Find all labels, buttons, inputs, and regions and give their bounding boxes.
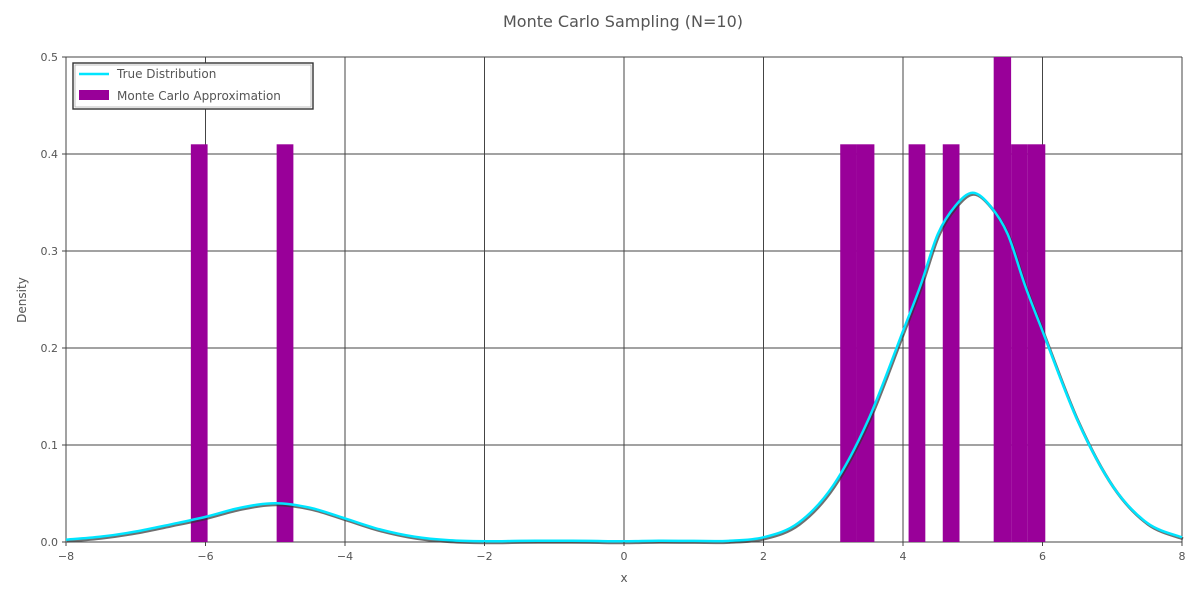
legend-label-true-distribution: True Distribution [116, 67, 216, 81]
histogram-bar [276, 144, 294, 543]
y-axis-label: Density [15, 277, 29, 323]
histogram-bar [942, 144, 960, 543]
x-tick-label: 6 [1039, 550, 1046, 563]
x-tick-label: −8 [58, 550, 74, 563]
x-tick-label: 0 [621, 550, 628, 563]
x-tick-label: 2 [760, 550, 767, 563]
legend-box-inner [74, 64, 312, 108]
legend-label-monte-carlo: Monte Carlo Approximation [117, 89, 281, 103]
histogram-bar [856, 144, 875, 543]
histogram-bar [1011, 144, 1028, 543]
legend-bar-swatch [79, 90, 109, 100]
histogram-bar [908, 144, 926, 543]
y-tick-label: 0.1 [41, 439, 59, 452]
histogram-bar [993, 57, 1012, 542]
axes [62, 56, 1183, 546]
x-tick-label: −6 [197, 550, 213, 563]
tick-labels: −8 −6 −4 −2 0 2 4 6 8 0.0 0.1 0.2 0.3 0.4 0.5 [41, 51, 1186, 563]
legend-box [72, 62, 314, 110]
x-tick-label: 8 [1179, 550, 1186, 563]
x-tick-label: 4 [900, 550, 907, 563]
x-tick-label: −4 [337, 550, 353, 563]
histogram-bars [190, 57, 1046, 543]
y-tick-label: 0.0 [41, 536, 59, 549]
histogram-bar [1027, 144, 1046, 543]
histogram-bar [840, 144, 857, 543]
chart-title: Monte Carlo Sampling (N=10) [503, 12, 743, 31]
x-axis-label: x [620, 571, 627, 585]
histogram-bar [190, 144, 208, 543]
y-tick-label: 0.3 [41, 245, 59, 258]
density-curve-group [65, 191, 1184, 545]
y-tick-label: 0.2 [41, 342, 59, 355]
x-tick-label: −2 [476, 550, 492, 563]
legend: True Distribution Monte Carlo Approximat… [72, 62, 314, 110]
y-tick-label: 0.4 [41, 148, 59, 161]
density-curve [65, 191, 1183, 543]
y-tick-label: 0.5 [41, 51, 59, 64]
